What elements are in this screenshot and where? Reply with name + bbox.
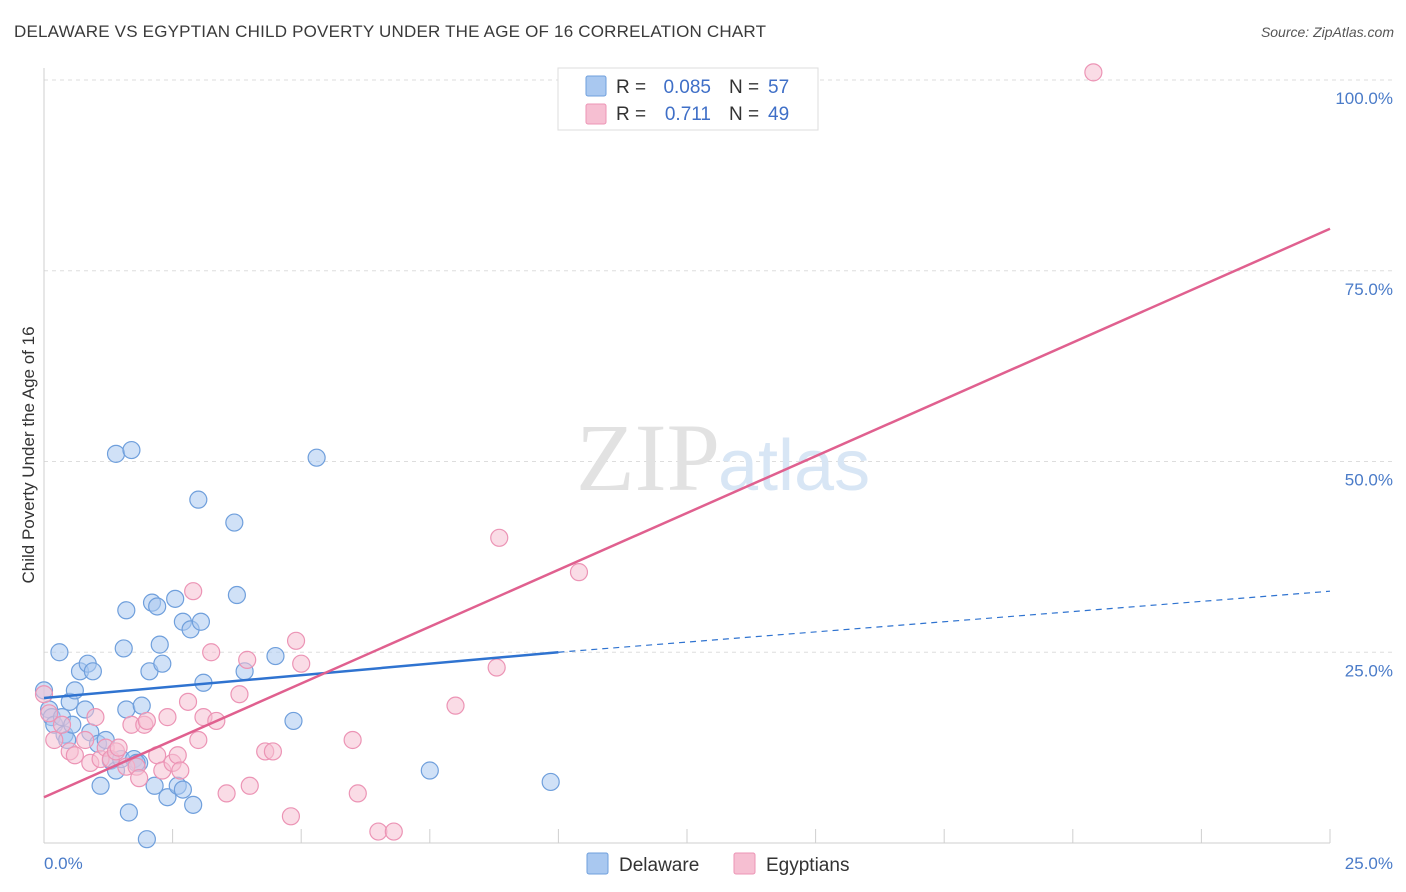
delaware-point bbox=[122, 440, 141, 460]
bottom-legend-label-egyptians: Egyptians bbox=[766, 855, 849, 876]
bottom-legend-swatch-delaware bbox=[586, 852, 609, 875]
delaware-point bbox=[117, 601, 136, 620]
legend-r-label-delaware: R = bbox=[616, 77, 651, 98]
bottom-legend-label-delaware: Delaware bbox=[619, 855, 699, 876]
delaware-point bbox=[189, 490, 208, 509]
delaware-point bbox=[83, 662, 102, 681]
delaware-point bbox=[225, 513, 244, 532]
egyptians-point bbox=[263, 742, 283, 761]
chart-title: DELAWARE VS EGYPTIAN CHILD POVERTY UNDER… bbox=[14, 22, 767, 41]
delaware-point bbox=[119, 803, 138, 822]
delaware-point bbox=[91, 776, 110, 795]
egyptians-point bbox=[109, 738, 128, 757]
egyptians-point bbox=[292, 654, 311, 673]
y-tick-label: 100.0% bbox=[1335, 89, 1393, 108]
stats-legend: R = 0.085 N = 57 R = 0.711 N = 49 bbox=[557, 67, 819, 131]
delaware-point bbox=[153, 654, 172, 673]
delaware-point bbox=[266, 646, 285, 666]
egyptians-point bbox=[230, 685, 249, 704]
egyptians-point bbox=[281, 807, 301, 826]
x-tick-label-max: 25.0% bbox=[1345, 854, 1393, 873]
source-label: Source: ZipAtlas.com bbox=[1260, 24, 1394, 40]
egyptians-point bbox=[343, 730, 362, 750]
delaware-trend-line bbox=[43, 651, 559, 700]
egyptians-point bbox=[76, 730, 95, 750]
egyptians-point bbox=[171, 761, 190, 780]
egyptians-point bbox=[137, 711, 156, 731]
egyptians-point bbox=[158, 708, 177, 727]
delaware-point bbox=[150, 635, 169, 654]
delaware-point bbox=[284, 711, 303, 731]
legend-n-label-delaware: N = bbox=[729, 77, 764, 98]
egyptians-point bbox=[446, 696, 465, 715]
egyptians-point bbox=[130, 769, 149, 788]
delaware-point bbox=[420, 761, 439, 780]
x-tick-marks bbox=[43, 829, 1331, 843]
delaware-point bbox=[117, 700, 136, 719]
egyptians-point bbox=[569, 563, 589, 582]
delaware-point bbox=[145, 776, 164, 795]
egyptians-point bbox=[40, 704, 59, 723]
series-legend: Delaware Egyptians bbox=[586, 852, 849, 876]
x-tick-label-min: 0.0% bbox=[44, 854, 83, 873]
bottom-legend-swatch-egyptians bbox=[733, 852, 756, 875]
delaware-point bbox=[541, 772, 560, 792]
egyptians-point bbox=[189, 730, 208, 750]
delaware-point bbox=[184, 795, 203, 814]
delaware-point bbox=[307, 448, 326, 467]
egyptians-point bbox=[168, 746, 187, 765]
egyptians-point bbox=[45, 730, 64, 750]
egyptians-point bbox=[52, 715, 72, 734]
legend-r-value-egyptians: 0.711 bbox=[665, 104, 711, 125]
egyptians-point bbox=[1084, 63, 1103, 82]
egyptians-point bbox=[202, 643, 221, 662]
series-egyptians bbox=[34, 63, 1103, 841]
gridlines bbox=[44, 79, 1392, 653]
delaware-point bbox=[173, 780, 192, 799]
delaware-point bbox=[114, 639, 133, 658]
egyptians-point bbox=[384, 822, 403, 841]
legend-r-label-egyptians: R = bbox=[616, 104, 651, 125]
delaware-point bbox=[137, 830, 156, 849]
egyptians-trend-line bbox=[43, 227, 1331, 799]
delaware-point bbox=[191, 612, 210, 631]
y-tick-labels: 25.0% 50.0% 75.0% 100.0% bbox=[1335, 89, 1393, 680]
y-tick-label: 50.0% bbox=[1345, 471, 1393, 490]
delaware-point bbox=[50, 643, 69, 662]
delaware-point bbox=[148, 597, 167, 616]
egyptians-point bbox=[184, 582, 203, 601]
egyptians-point bbox=[240, 776, 259, 795]
egyptians-point bbox=[65, 746, 84, 765]
egyptians-point bbox=[178, 692, 198, 711]
delaware-point bbox=[166, 589, 185, 608]
legend-n-value-egyptians: 49 bbox=[768, 104, 789, 125]
legend-swatch-delaware bbox=[585, 75, 607, 97]
egyptians-point bbox=[490, 528, 509, 547]
egyptians-point bbox=[348, 784, 367, 803]
delaware-point bbox=[106, 444, 126, 463]
egyptians-point bbox=[217, 784, 236, 803]
egyptians-point bbox=[34, 685, 54, 704]
legend-r-value-delaware: 0.085 bbox=[663, 77, 711, 98]
watermark-zip: ZIP bbox=[576, 404, 720, 511]
egyptians-point bbox=[487, 658, 506, 677]
delaware-point bbox=[227, 585, 246, 605]
delaware-trend-extension bbox=[558, 590, 1331, 653]
y-tick-label: 75.0% bbox=[1345, 280, 1393, 299]
trend-lines bbox=[43, 227, 1331, 799]
legend-swatch-egyptians bbox=[585, 103, 607, 125]
egyptians-point bbox=[86, 708, 105, 727]
egyptians-point bbox=[286, 631, 306, 650]
delaware-point bbox=[132, 696, 151, 715]
legend-n-value-delaware: 57 bbox=[768, 77, 789, 98]
legend-n-label-egyptians: N = bbox=[729, 104, 764, 125]
egyptians-point bbox=[238, 650, 257, 669]
y-axis-label: Child Poverty Under the Age of 16 bbox=[19, 326, 38, 583]
egyptians-point bbox=[369, 822, 388, 841]
delaware-point bbox=[158, 788, 177, 807]
y-tick-label: 25.0% bbox=[1345, 661, 1393, 680]
